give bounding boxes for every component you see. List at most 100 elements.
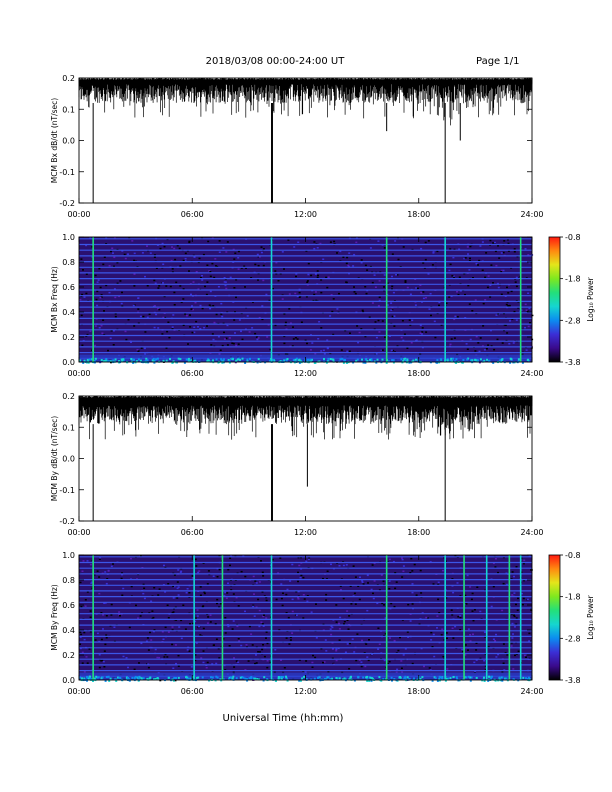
low-frequency-cell <box>197 676 200 679</box>
low-frequency-cell <box>228 361 231 364</box>
spectrogram-noise-cell <box>495 314 498 316</box>
spectrogram-noise-cell <box>295 590 298 593</box>
spectrogram-noise-cell <box>307 262 310 265</box>
low-frequency-cell <box>271 358 274 361</box>
low-frequency-cell <box>433 676 436 679</box>
spectrogram-noise-cell <box>225 251 228 253</box>
spectrogram-noise-cell <box>393 325 396 327</box>
low-frequency-cell <box>187 357 190 360</box>
low-frequency-cell <box>364 358 367 361</box>
spectrogram-noise-cell <box>453 276 455 278</box>
spectrogram-noise-cell <box>80 606 83 608</box>
spectrogram-noise-cell <box>367 659 370 662</box>
spectrogram-noise-cell <box>231 342 234 344</box>
low-frequency-cell <box>145 357 148 360</box>
spectrogram-noise-cell <box>79 298 82 301</box>
spectrogram-noise-cell <box>195 617 197 619</box>
spectrogram-noise-cell <box>406 286 409 289</box>
spectrogram-noise-cell <box>278 629 281 631</box>
spectrogram-noise-cell <box>524 303 527 306</box>
low-frequency-cell <box>331 677 333 680</box>
spectrogram-noise-cell <box>452 275 455 277</box>
low-frequency-cell <box>488 675 490 678</box>
spectrogram-noise-cell <box>452 256 455 259</box>
spectrogram-noise-cell <box>484 668 487 671</box>
spectrogram-noise-cell <box>411 662 414 665</box>
spectrogram-noise-cell <box>338 565 341 567</box>
spectrogram-noise-cell <box>384 336 387 338</box>
spectrogram-noise-cell <box>453 248 456 251</box>
spectrogram-noise-cell <box>497 571 499 574</box>
spectrogram-noise-cell <box>188 592 191 594</box>
spectrogram-noise-cell <box>438 612 441 614</box>
spectrogram-noise-cell <box>105 237 108 239</box>
low-frequency-cell <box>528 678 531 680</box>
spectrogram-noise-cell <box>370 588 373 591</box>
spectrogram-noise-cell <box>112 330 115 332</box>
spectrogram-noise-cell <box>118 611 121 613</box>
spectrogram-noise-cell <box>422 291 425 293</box>
spectrogram-noise-cell <box>291 610 294 613</box>
spectrogram-noise-cell <box>252 301 254 303</box>
low-frequency-cell <box>370 359 373 362</box>
spectrogram-noise-cell <box>464 594 467 597</box>
spectrogram-noise-cell <box>197 571 200 574</box>
spectrogram-noise-cell <box>237 605 240 607</box>
spectrogram-noise-cell <box>265 599 268 602</box>
spectrogram-noise-cell <box>471 310 474 312</box>
spectrogram-noise-cell <box>157 307 160 310</box>
spectrogram-noise-cell <box>329 628 332 630</box>
spectrogram-noise-cell <box>282 592 284 594</box>
spectrogram-noise-cell <box>391 315 394 318</box>
spectrogram-noise-cell <box>386 304 389 306</box>
low-frequency-cell <box>444 679 447 682</box>
spectrogram-noise-cell <box>342 564 345 567</box>
low-frequency-cell <box>471 359 474 362</box>
spectrogram-noise-cell <box>523 654 526 657</box>
spectrogram-noise-cell <box>406 347 409 349</box>
spectrogram-noise-cell <box>184 252 187 255</box>
spectrogram-noise-cell <box>433 320 436 323</box>
spectrogram-noise-cell <box>348 615 351 617</box>
spectrogram-noise-cell <box>177 569 180 571</box>
spectrogram-noise-cell <box>443 657 446 660</box>
low-frequency-cell <box>376 358 379 361</box>
spectrogram-noise-cell <box>371 653 374 656</box>
spectrogram-noise-cell <box>513 615 516 618</box>
spectrogram-noise-cell <box>215 638 218 640</box>
spectrogram-noise-cell <box>206 583 209 585</box>
spectrogram-noise-cell <box>167 617 170 619</box>
spectrogram-noise-cell <box>287 239 290 241</box>
spectrogram-noise-cell <box>215 662 218 665</box>
spectrogram-noise-cell <box>331 648 334 650</box>
low-frequency-cell <box>257 358 260 361</box>
spectrogram-noise-cell <box>240 267 243 269</box>
spectrogram-noise-cell <box>118 295 121 298</box>
low-frequency-cell <box>298 358 301 361</box>
spectrogram-noise-cell <box>150 600 153 602</box>
x-tick-label: 18:00 <box>407 687 430 696</box>
spectrogram-noise-cell <box>475 263 478 265</box>
spectrogram-noise-cell <box>240 644 243 647</box>
spectrogram-noise-cell <box>201 307 204 310</box>
spectrogram-noise-cell <box>291 563 294 566</box>
spectrogram-noise-cell <box>174 606 177 609</box>
spectrogram-noise-cell <box>96 281 99 283</box>
low-frequency-cell <box>501 358 504 361</box>
low-frequency-cell <box>462 359 465 361</box>
low-frequency-cell <box>239 358 241 361</box>
spectrogram-noise-cell <box>260 246 263 248</box>
low-frequency-cell <box>245 678 248 680</box>
low-frequency-cell <box>309 358 312 361</box>
spectrogram-noise-cell <box>304 339 307 342</box>
spectrogram-noise-cell <box>269 661 272 664</box>
x-tick-label: 18:00 <box>407 369 430 378</box>
spectrogram-noise-cell <box>432 252 435 254</box>
low-frequency-cell <box>165 359 168 362</box>
spectrogram-noise-cell <box>428 308 431 310</box>
spectrogram-noise-cell <box>517 650 520 652</box>
spectrogram-noise-cell <box>436 627 438 629</box>
low-frequency-cell <box>344 359 346 362</box>
spectrogram-noise-cell <box>83 296 86 298</box>
